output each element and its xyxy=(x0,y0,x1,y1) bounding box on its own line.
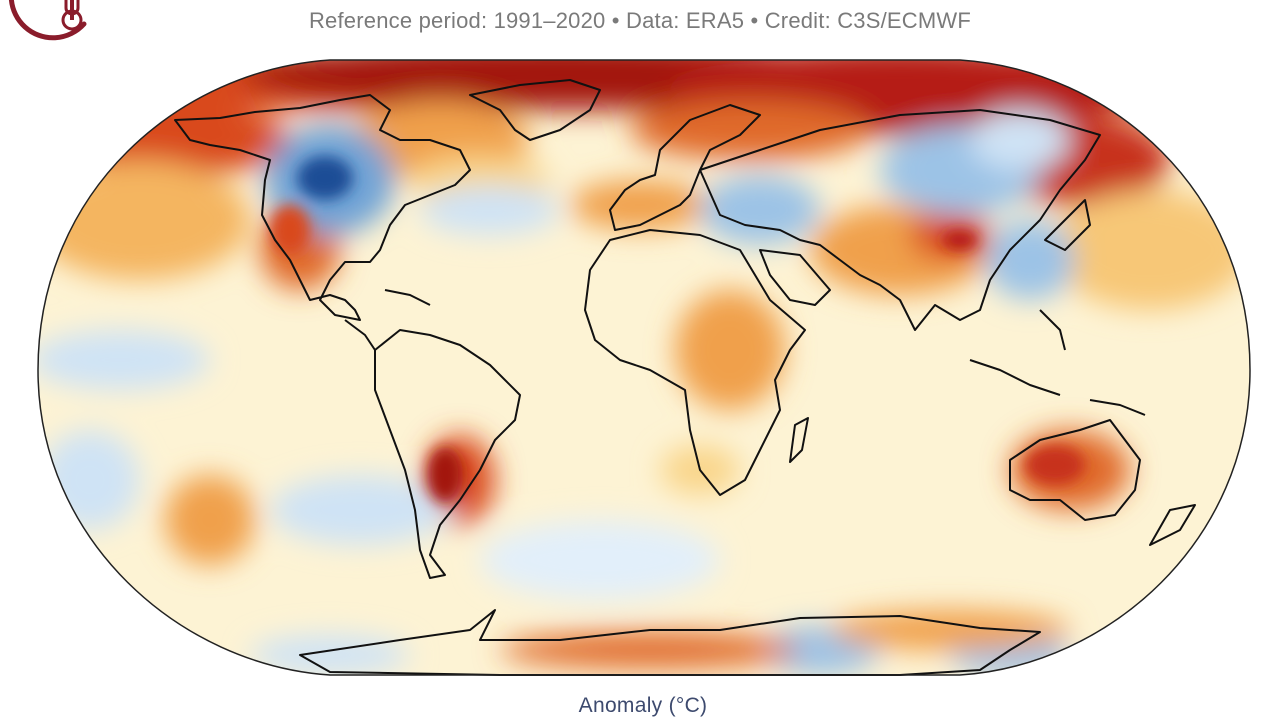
map-subtitle: Reference period: 1991–2020 • Data: ERA5… xyxy=(308,8,972,33)
coastlines xyxy=(174,79,1196,676)
thermometer-logo-icon xyxy=(8,0,87,41)
globe-outline xyxy=(37,59,1251,676)
legend-title: Anomaly (°C) xyxy=(578,694,708,717)
c3s-thermometer-logo xyxy=(0,0,90,44)
